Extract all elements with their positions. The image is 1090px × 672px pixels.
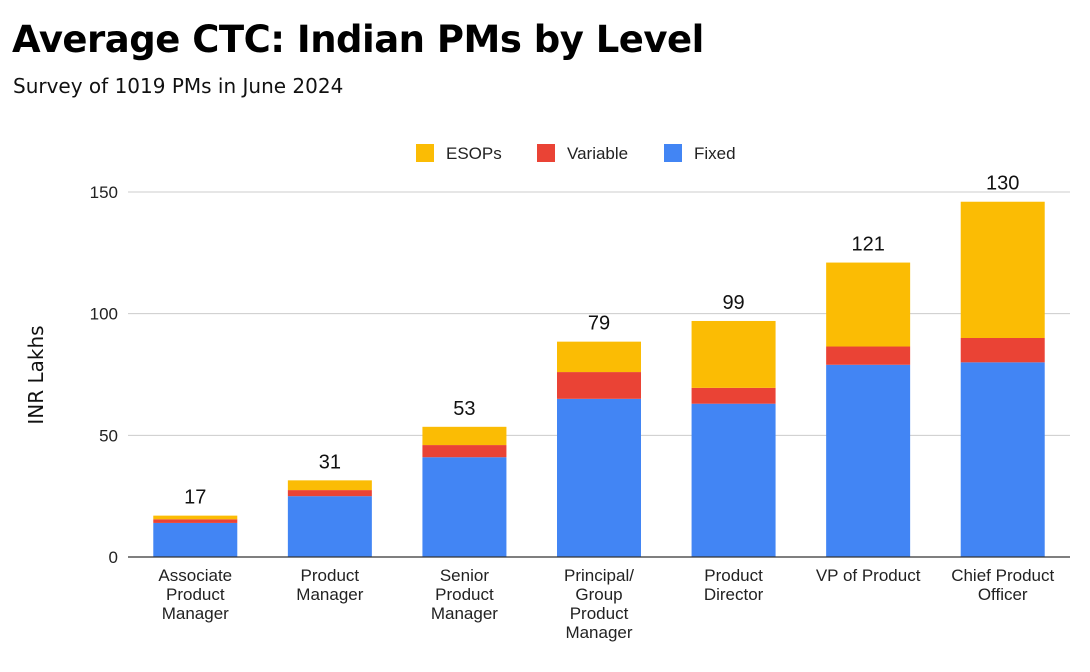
bar-segment-esops	[153, 515, 238, 520]
category-label: Manager	[565, 623, 632, 642]
bar-segment-variable	[153, 519, 238, 523]
total-label: 53	[453, 398, 475, 420]
legend-label-esops: ESOPs	[446, 144, 502, 163]
category-label: Group	[575, 585, 622, 604]
category-label: Product	[704, 566, 763, 585]
category-label: Senior	[440, 566, 489, 585]
category-label: Chief Product	[951, 566, 1054, 585]
category-label: Officer	[978, 585, 1028, 604]
bar-segment-variable	[422, 445, 507, 458]
total-label: 31	[319, 451, 341, 473]
y-tick-label: 150	[90, 183, 118, 202]
category-label: Director	[704, 585, 764, 604]
y-tick-label: 0	[109, 548, 118, 567]
bar-segment-esops	[826, 262, 911, 347]
bars	[153, 201, 1045, 557]
category-label: VP of Product	[816, 566, 921, 585]
category-label: Manager	[296, 585, 363, 604]
category-label: Manager	[431, 604, 498, 623]
category-label: Product	[166, 585, 225, 604]
bar-segment-fixed	[422, 457, 507, 557]
y-axis-ticks: 0 50 100 150	[90, 183, 118, 567]
total-label: 130	[986, 173, 1019, 195]
category-label: Product	[570, 604, 629, 623]
category-label: Principal/	[564, 566, 634, 585]
bar-segment-variable	[960, 338, 1045, 363]
chart-title: Average CTC: Indian PMs by Level	[12, 18, 704, 61]
legend-swatch-fixed	[664, 144, 682, 162]
legend: ESOPs Variable Fixed	[416, 144, 736, 163]
category-label: Associate	[158, 566, 232, 585]
bar-segment-esops	[422, 426, 507, 446]
total-label: 99	[722, 292, 744, 314]
bar-segment-fixed	[826, 364, 911, 557]
bar-segment-esops	[557, 341, 641, 373]
bar-segment-fixed	[153, 522, 238, 557]
legend-swatch-variable	[537, 144, 555, 162]
legend-swatch-esops	[416, 144, 434, 162]
category-label: Product	[435, 585, 494, 604]
bar-segment-variable	[691, 387, 776, 404]
chart-subtitle: Survey of 1019 PMs in June 2024	[13, 74, 344, 98]
bar-segment-esops	[960, 201, 1045, 338]
bar-segment-esops	[691, 320, 776, 388]
y-tick-label: 50	[99, 426, 118, 445]
total-label: 17	[184, 487, 206, 509]
total-labels: 17 31 53 79 99 121 130	[184, 173, 1019, 509]
bar-segment-fixed	[691, 403, 776, 557]
bar-segment-variable	[826, 346, 911, 365]
bar-segment-fixed	[557, 398, 641, 557]
total-label: 79	[588, 313, 610, 335]
bar-segment-esops	[287, 480, 372, 491]
category-label: Manager	[162, 604, 229, 623]
bar-segment-fixed	[960, 362, 1045, 557]
total-label: 121	[851, 234, 884, 256]
bar-segment-variable	[287, 490, 372, 497]
category-labels: AssociateProductManagerProductManagerSen…	[158, 566, 1054, 642]
category-label: Product	[301, 566, 360, 585]
bar-segment-variable	[557, 372, 641, 399]
bar-segment-fixed	[287, 496, 372, 557]
y-axis-title: INR Lakhs	[24, 325, 48, 424]
y-tick-label: 100	[90, 305, 118, 324]
legend-label-fixed: Fixed	[694, 144, 736, 163]
legend-label-variable: Variable	[567, 144, 628, 163]
